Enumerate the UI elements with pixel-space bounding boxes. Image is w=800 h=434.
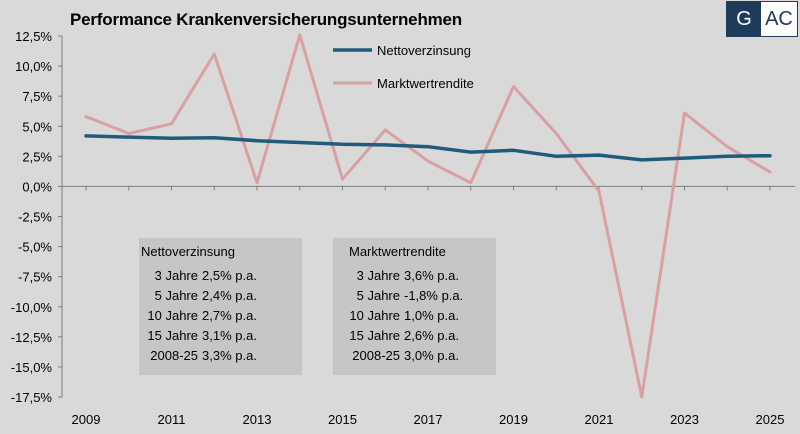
x-tick-label: 2011	[158, 412, 186, 427]
stats-label: 5 Jahre	[154, 288, 198, 303]
stats-value: 3,1% p.a.	[202, 328, 257, 343]
stats-value: 3,6% p.a.	[404, 268, 459, 283]
logo-right-letters: AC	[761, 2, 797, 36]
stats-label: 10 Jahre	[349, 308, 400, 323]
stats-value: -1,8% p.a.	[404, 288, 464, 303]
stats-title: Nettoverzinsung	[141, 244, 235, 259]
y-tick-label: -5,0%	[18, 240, 52, 255]
stats-label: 15 Jahre	[147, 328, 198, 343]
y-tick-label: -10,0%	[11, 300, 53, 315]
stats-label: 5 Jahre	[356, 288, 400, 303]
y-tick-label: 2,5%	[22, 149, 52, 164]
chart-title: Performance Krankenversicherungsunterneh…	[70, 10, 462, 29]
stats-row: 5 Jahre 2,4% p.a.	[139, 288, 302, 306]
legend-label: Nettoverzinsung	[377, 43, 471, 58]
stats-value: 2,5% p.a.	[202, 268, 257, 283]
stats-value: 3,0% p.a.	[404, 348, 459, 363]
y-tick-label: -2,5%	[18, 210, 52, 225]
series-lines	[84, 33, 772, 399]
stats-label: 3 Jahre	[356, 268, 400, 283]
y-tick-label: -12,5%	[11, 330, 53, 345]
stats-box-nettoverzinsung: Nettoverzinsung 3 Jahre 2,5% p.a. 5 Jahr…	[139, 238, 302, 375]
stats-row: 3 Jahre 3,6% p.a.	[333, 268, 496, 286]
stats-row: 2008-25 3,0% p.a.	[333, 348, 496, 366]
x-tick-label: 2017	[414, 412, 443, 427]
series-line-nettoverzinsung	[84, 134, 772, 162]
y-tick-label: 7,5%	[22, 89, 52, 104]
stats-label: 2008-25	[352, 348, 400, 363]
y-tick-label: -7,5%	[18, 270, 52, 285]
stats-row: 10 Jahre 1,0% p.a.	[333, 308, 496, 326]
stats-row: 10 Jahre 2,7% p.a.	[139, 308, 302, 326]
stats-value: 2,4% p.a.	[202, 288, 257, 303]
stats-row: 15 Jahre 2,6% p.a.	[333, 328, 496, 346]
stats-label: 10 Jahre	[147, 308, 198, 323]
stats-label: 2008-25	[150, 348, 198, 363]
stats-label: 3 Jahre	[154, 268, 198, 283]
stats-value: 2,7% p.a.	[202, 308, 257, 323]
y-tick-label: 0,0%	[22, 179, 52, 194]
stats-row: 2008-25 3,3% p.a.	[139, 348, 302, 366]
logo-left-letter: G	[727, 2, 761, 36]
y-tick-label: -15,0%	[11, 360, 53, 375]
stats-row: 15 Jahre 3,1% p.a.	[139, 328, 302, 346]
legend-label: Marktwertrendite	[377, 76, 474, 91]
x-tick-label: 2009	[72, 412, 101, 427]
tick-labels: 12,5% 10,0% 7,5% 5,0% 2,5% 0,0% -2,5% -5,0% -7,5…	[11, 29, 785, 427]
series-line-marktwertrendite	[84, 33, 772, 399]
y-tick-label: -17,5%	[11, 390, 53, 405]
x-tick-label: 2023	[670, 412, 699, 427]
stats-row: 5 Jahre -1,8% p.a.	[333, 288, 496, 306]
brand-logo: G AC	[726, 1, 798, 37]
y-tick-label: 12,5%	[15, 29, 52, 44]
legend: Nettoverzinsung Marktwertrendite	[333, 43, 474, 91]
x-tick-label: 2015	[328, 412, 357, 427]
stats-value: 2,6% p.a.	[404, 328, 459, 343]
x-tick-label: 2019	[499, 412, 528, 427]
y-tick-label: 10,0%	[15, 59, 52, 74]
stats-box-marktwertrendite: Marktwertrendite 3 Jahre 3,6% p.a. 5 Jah…	[333, 238, 496, 375]
stats-title: Marktwertrendite	[349, 244, 446, 259]
x-tick-label: 2025	[756, 412, 785, 427]
stats-value: 3,3% p.a.	[202, 348, 257, 363]
x-tick-label: 2021	[585, 412, 614, 427]
x-tick-label: 2013	[243, 412, 272, 427]
stats-row: 3 Jahre 2,5% p.a.	[139, 268, 302, 286]
stats-label: 15 Jahre	[349, 328, 400, 343]
stats-value: 1,0% p.a.	[404, 308, 459, 323]
y-tick-label: 5,0%	[22, 119, 52, 134]
